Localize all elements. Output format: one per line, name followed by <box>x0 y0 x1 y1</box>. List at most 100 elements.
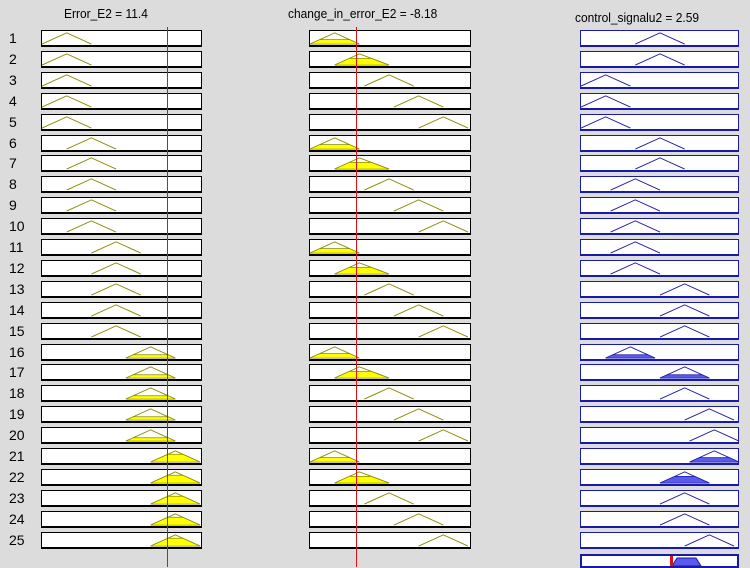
input1-mf-cell[interactable] <box>41 490 202 507</box>
output-mf-cell[interactable] <box>580 135 739 152</box>
output-mf-plot <box>610 262 661 275</box>
input1-mf-cell[interactable] <box>41 51 202 68</box>
input2-mf-plot <box>418 429 469 442</box>
input2-mf-cell[interactable] <box>309 448 471 465</box>
output-mf-cell[interactable] <box>580 51 739 68</box>
output-mf-cell[interactable] <box>580 114 739 131</box>
input2-mf-cell[interactable] <box>309 344 471 361</box>
input1-mf-activation <box>150 516 201 526</box>
input1-mf-cell[interactable] <box>41 135 202 152</box>
output-mf-cell[interactable] <box>580 239 739 256</box>
input1-mf-triangle <box>91 283 141 296</box>
input1-mf-cell[interactable] <box>41 281 202 298</box>
input1-mf-cell[interactable] <box>41 155 202 172</box>
input1-mf-cell[interactable] <box>41 406 202 423</box>
input2-mf-cell[interactable] <box>309 176 471 193</box>
output-mf-activation <box>659 475 710 484</box>
output-mf-cell[interactable] <box>580 364 739 381</box>
input2-mf-cell[interactable] <box>309 72 471 89</box>
input2-mf-plot <box>393 95 444 108</box>
input2-mf-cell[interactable] <box>309 385 471 402</box>
output-mf-cell[interactable] <box>580 427 740 444</box>
input1-mf-cell[interactable] <box>41 469 202 486</box>
input1-mf-cell[interactable] <box>41 260 202 277</box>
rule-number: 13 <box>9 281 25 297</box>
input2-mf-activation <box>334 475 390 484</box>
input2-mf-cell[interactable] <box>309 114 471 131</box>
output-mf-cell[interactable] <box>580 448 740 465</box>
input1-mf-triangle <box>66 137 117 150</box>
input1-mf-plot <box>150 534 201 547</box>
input1-mf-cell[interactable] <box>41 323 202 340</box>
input2-mf-activation <box>309 144 360 150</box>
output-mf-cell[interactable] <box>580 323 739 340</box>
input1-mf-cell[interactable] <box>41 427 202 444</box>
input2-mf-cell[interactable] <box>309 93 471 110</box>
output-mf-plot <box>580 116 631 129</box>
input2-mf-cell[interactable] <box>309 490 471 507</box>
output-mf-cell[interactable] <box>580 490 739 507</box>
input1-mf-cell[interactable] <box>41 448 202 465</box>
input1-mf-cell[interactable] <box>41 344 202 361</box>
input2-mf-cell[interactable] <box>309 51 471 68</box>
output-mf-cell[interactable] <box>580 260 739 277</box>
output-mf-cell[interactable] <box>580 93 739 110</box>
input1-mf-cell[interactable] <box>41 511 202 528</box>
input2-mf-plot <box>309 450 360 463</box>
input1-mf-cell[interactable] <box>41 385 202 402</box>
output-mf-plot <box>689 450 740 463</box>
input2-mf-cell[interactable] <box>309 155 471 172</box>
input2-mf-cell[interactable] <box>309 532 471 549</box>
output-mf-cell[interactable] <box>580 532 739 549</box>
input2-mf-cell[interactable] <box>309 239 471 256</box>
input1-mf-cell[interactable] <box>41 218 202 235</box>
output-mf-cell[interactable] <box>580 385 739 402</box>
input2-mf-plot <box>364 492 414 505</box>
input2-mf-cell[interactable] <box>309 135 471 152</box>
output-mf-cell[interactable] <box>580 72 739 89</box>
input2-mf-cell[interactable] <box>309 427 471 444</box>
input1-mf-cell[interactable] <box>41 364 202 381</box>
input2-mf-plot <box>418 534 469 547</box>
input2-mf-plot <box>393 304 444 317</box>
input2-mf-cell[interactable] <box>309 469 471 486</box>
input2-mf-cell[interactable] <box>309 260 471 277</box>
input2-value-marker[interactable] <box>356 27 357 567</box>
input2-mf-cell[interactable] <box>309 406 471 423</box>
input2-mf-activation <box>334 370 390 379</box>
input2-mf-cell[interactable] <box>309 364 471 381</box>
rule-number: 4 <box>9 93 17 109</box>
output-mf-cell[interactable] <box>580 302 739 319</box>
output-mf-cell[interactable] <box>580 218 739 235</box>
output-mf-cell[interactable] <box>580 155 739 172</box>
output-mf-cell[interactable] <box>580 30 739 47</box>
input2-mf-cell[interactable] <box>309 511 471 528</box>
input1-mf-activation <box>150 537 201 547</box>
input2-mf-cell[interactable] <box>309 281 471 298</box>
output-mf-cell[interactable] <box>580 406 739 423</box>
input1-mf-cell[interactable] <box>41 93 202 110</box>
output-mf-cell[interactable] <box>580 511 739 528</box>
output-mf-cell[interactable] <box>580 197 739 214</box>
input1-mf-cell[interactable] <box>41 239 202 256</box>
input1-mf-cell[interactable] <box>41 302 202 319</box>
output-mf-cell[interactable] <box>580 176 739 193</box>
input1-mf-cell[interactable] <box>41 72 202 89</box>
input1-value-marker[interactable] <box>167 27 168 567</box>
input1-mf-cell[interactable] <box>41 114 202 131</box>
input1-mf-cell[interactable] <box>41 197 202 214</box>
input2-mf-cell[interactable] <box>309 302 471 319</box>
input2-mf-cell[interactable] <box>309 323 471 340</box>
input1-mf-plot <box>91 325 141 338</box>
input1-mf-cell[interactable] <box>41 532 202 549</box>
output-mf-cell[interactable] <box>580 469 739 486</box>
input2-mf-cell[interactable] <box>309 218 471 235</box>
input2-mf-cell[interactable] <box>309 30 471 47</box>
input1-mf-cell[interactable] <box>41 176 202 193</box>
output-mf-cell[interactable] <box>580 344 739 361</box>
input2-mf-cell[interactable] <box>309 197 471 214</box>
input1-mf-cell[interactable] <box>41 30 202 47</box>
output-mf-cell[interactable] <box>580 281 739 298</box>
output-mf-plot <box>580 95 631 108</box>
